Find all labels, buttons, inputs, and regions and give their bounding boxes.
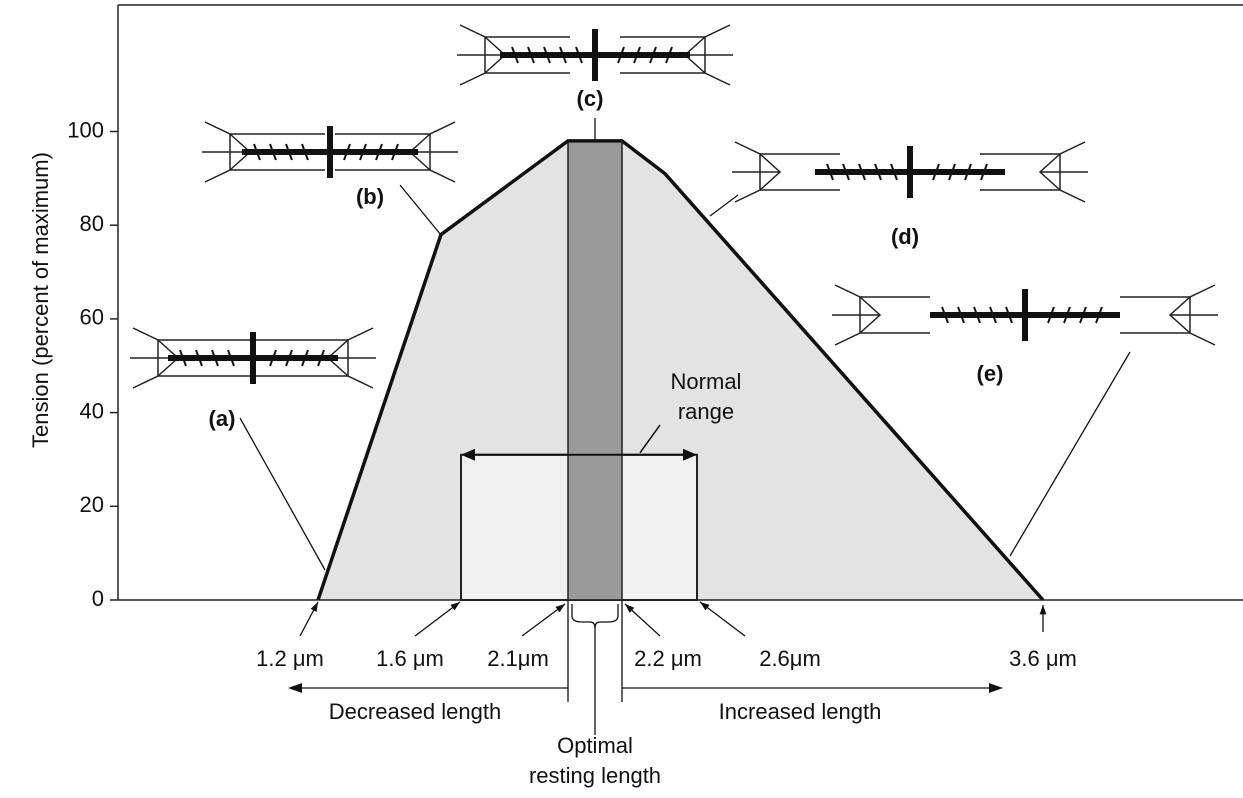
cross-bridge — [179, 349, 187, 367]
pointer-head — [700, 602, 710, 611]
cross-bridge — [1079, 306, 1087, 324]
cross-bridge — [858, 163, 866, 181]
leader-line — [1009, 351, 1131, 557]
cross-bridge — [195, 349, 203, 367]
optimal-bracket — [571, 604, 619, 735]
normal-range-label: Normal — [671, 369, 742, 394]
cross-bridge — [285, 349, 293, 367]
x-tick-label: 2.1μm — [487, 646, 549, 671]
cross-bridge — [559, 46, 567, 64]
pointer-head — [1039, 605, 1047, 615]
pointer — [414, 601, 461, 637]
sarcomere — [732, 141, 1088, 203]
sarcomere-label: (a) — [209, 406, 236, 431]
curve-line — [316, 139, 1045, 602]
cross-bridge — [964, 163, 972, 181]
cross-bridge — [941, 306, 949, 324]
cross-bridge — [359, 143, 367, 161]
leader-line — [239, 417, 326, 571]
cross-bridge — [649, 46, 657, 64]
cross-bridge — [1063, 306, 1071, 324]
range-edge-label: 2.6μm — [759, 646, 821, 671]
decreased-label: Decreased length — [329, 699, 501, 724]
z-disc — [1168, 284, 1218, 346]
y-tick-label: 60 — [80, 305, 104, 330]
cross-bridge — [890, 163, 898, 181]
cross-bridge — [948, 163, 956, 181]
increased-label: Increased length — [719, 699, 882, 724]
cross-bridge — [932, 163, 940, 181]
y-tick-label: 0 — [92, 586, 104, 611]
z-disc — [732, 141, 782, 203]
cross-bridge — [633, 46, 641, 64]
cross-bridge — [375, 143, 383, 161]
z-disc — [1038, 141, 1088, 203]
y-tick-label: 20 — [80, 492, 104, 517]
cross-bridge — [391, 143, 399, 161]
sarcomere — [457, 24, 733, 86]
x-tick-label: 3.6 μm — [1009, 646, 1077, 671]
cross-bridge — [269, 143, 277, 161]
z-disc — [683, 24, 733, 86]
cross-bridge — [957, 306, 965, 324]
sarcomere — [202, 121, 458, 183]
pointer-head — [555, 604, 565, 613]
cross-bridge — [989, 306, 997, 324]
cross-bridge — [617, 46, 625, 64]
optimal-label: Optimal — [557, 733, 633, 758]
cross-bridge — [665, 46, 673, 64]
pointer-head — [310, 602, 318, 612]
sarcomere — [130, 327, 376, 389]
y-tick-label: 40 — [80, 398, 104, 423]
cross-bridge — [317, 349, 325, 367]
cross-bridge — [575, 46, 583, 64]
sarcomere-label: (d) — [891, 224, 919, 249]
z-disc — [832, 284, 882, 346]
cross-bridge — [543, 46, 551, 64]
cross-bridge — [511, 46, 519, 64]
leader-line — [709, 194, 739, 217]
cross-bridge — [973, 306, 981, 324]
cross-bridge — [842, 163, 850, 181]
cross-bridge — [285, 143, 293, 161]
y-tick-label: 80 — [80, 211, 104, 236]
cross-bridge — [527, 46, 535, 64]
optimal-band — [567, 140, 623, 601]
cross-bridge — [1005, 306, 1013, 324]
sarcomere-label: (c) — [577, 86, 604, 111]
cross-bridge — [1095, 306, 1103, 324]
y-axis-label: Tension (percent of maximum) — [28, 152, 53, 448]
cross-bridge — [269, 349, 277, 367]
sarcomere — [832, 284, 1218, 346]
leader-line — [399, 184, 442, 236]
cross-bridge — [227, 349, 235, 367]
pointer-head — [450, 602, 460, 611]
optimal-label: resting length — [529, 763, 661, 788]
cross-bridge — [1047, 306, 1055, 324]
cross-bridge — [301, 143, 309, 161]
cross-bridge — [211, 349, 219, 367]
x-tick-label: 1.2 μm — [256, 646, 324, 671]
cross-bridge — [343, 143, 351, 161]
y-tick-label: 100 — [67, 117, 104, 142]
cross-bridge — [253, 143, 261, 161]
z-disc — [457, 24, 507, 86]
range-edge-label: 1.6 μm — [376, 646, 444, 671]
normal-range-leader — [639, 424, 661, 454]
cross-bridge — [980, 163, 988, 181]
cross-bridge — [874, 163, 882, 181]
cross-bridge — [301, 349, 309, 367]
cross-bridge — [826, 163, 834, 181]
sarcomere-label: (b) — [356, 184, 384, 209]
normal-range-label: range — [678, 399, 734, 424]
sarcomere-label: (e) — [977, 361, 1004, 386]
pointer — [699, 601, 746, 637]
pointer-head — [625, 604, 635, 613]
x-tick-label: 2.2 μm — [634, 646, 702, 671]
